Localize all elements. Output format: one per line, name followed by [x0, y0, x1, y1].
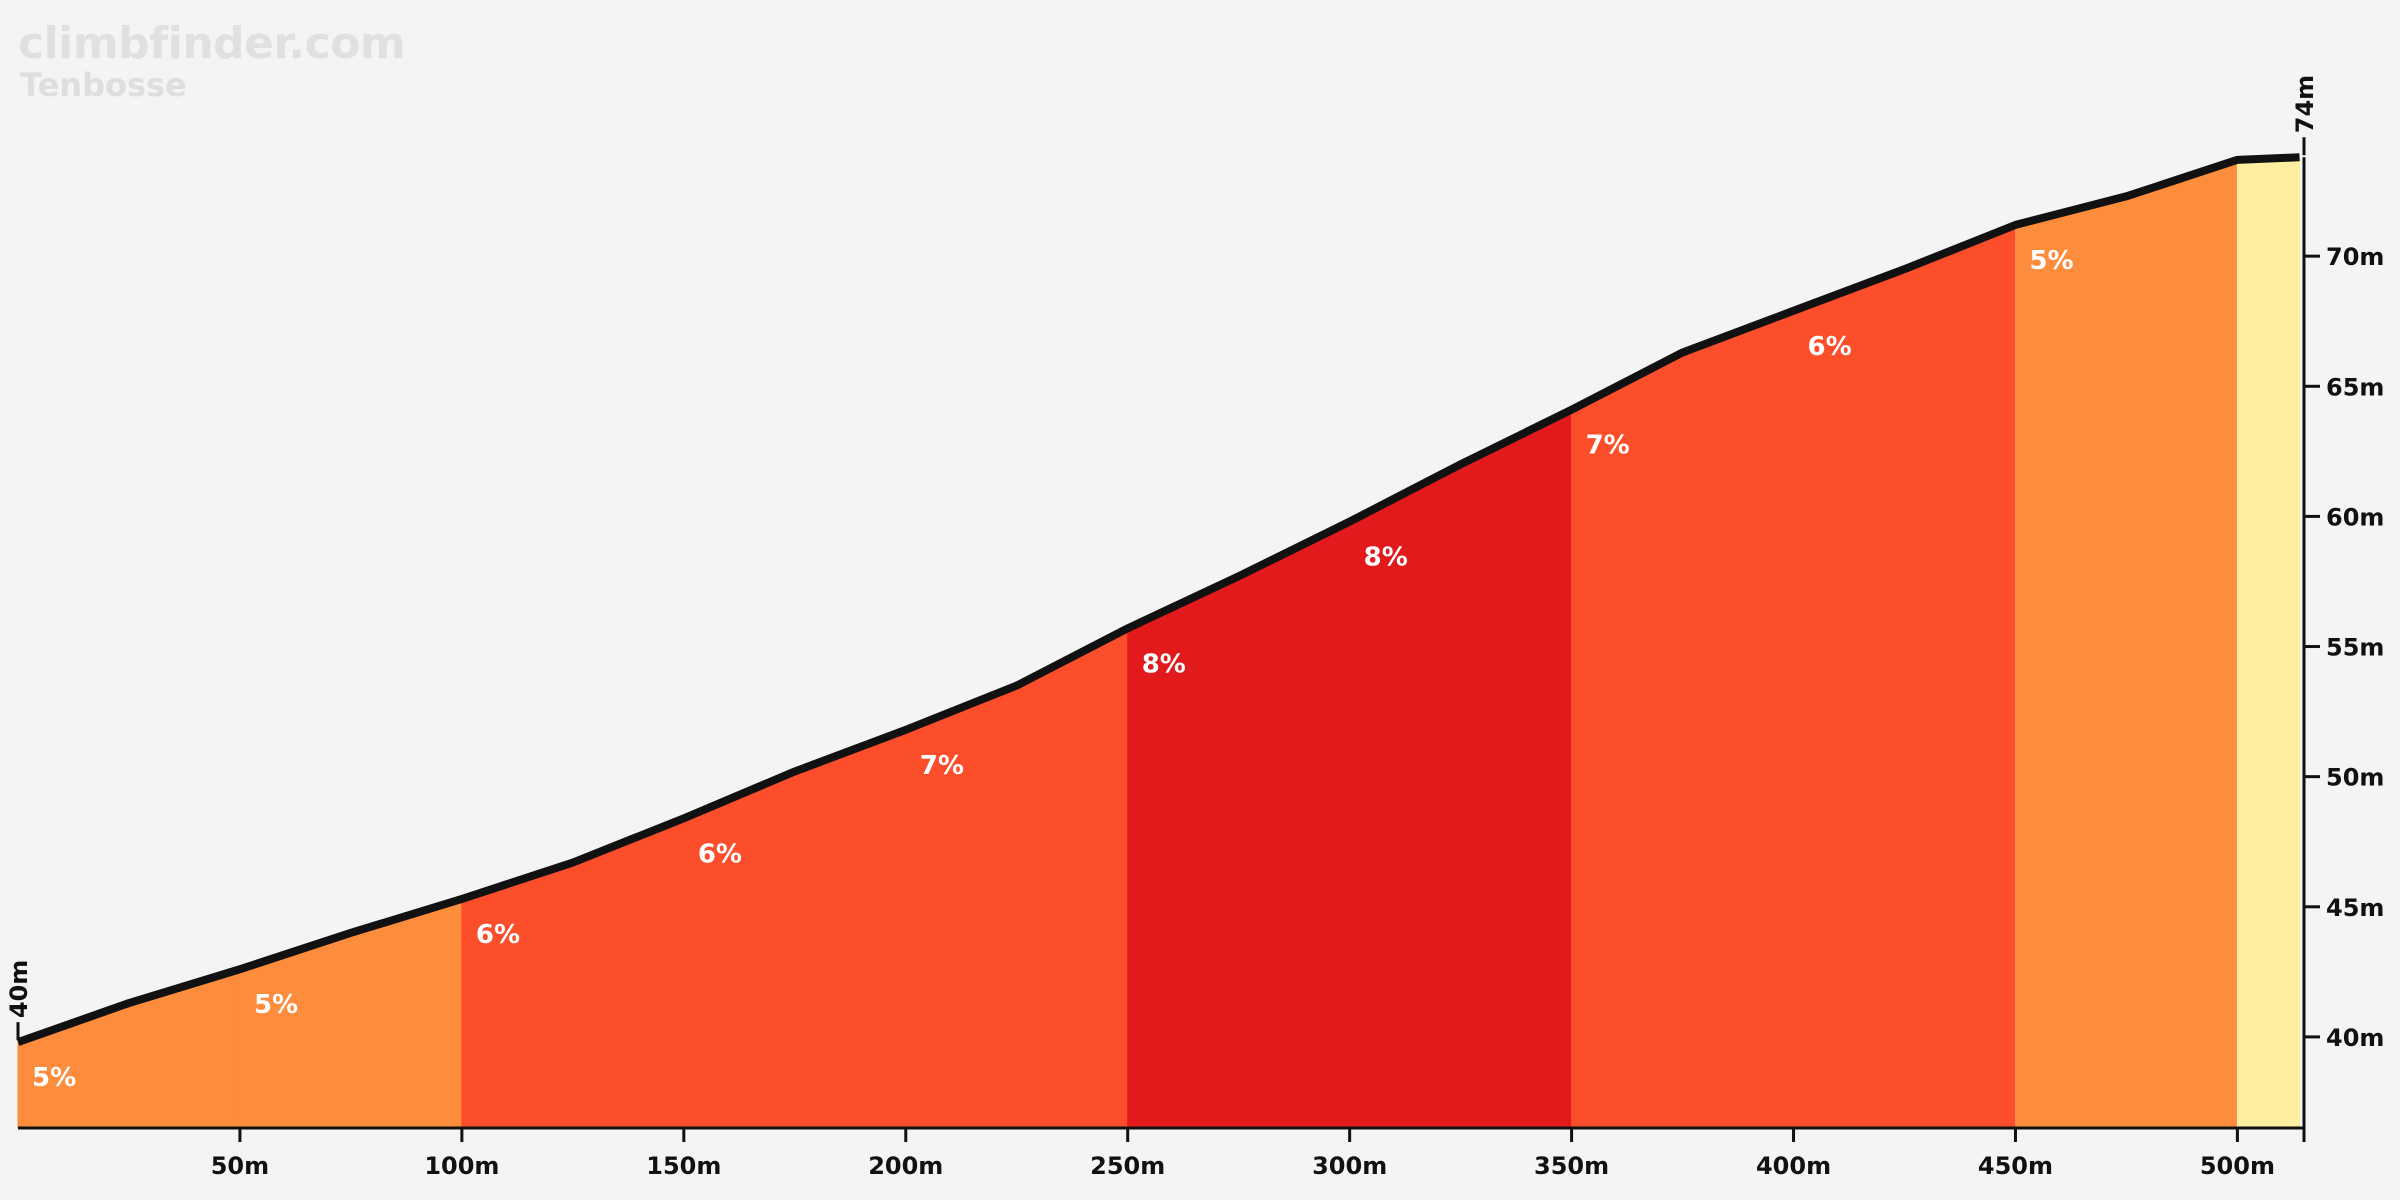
y-tick-label: 55m: [2326, 634, 2384, 662]
grade-label-4: 7%: [920, 751, 964, 781]
climb-name: Tenbosse: [20, 66, 187, 104]
y-axis: 40m 45m 50m 55m 60m 65m 70m: [2302, 157, 2384, 1128]
segment-fill-3: [683, 729, 907, 1129]
x-tick-label: 500m: [2200, 1152, 2275, 1180]
grade-labels: 5% 5% 6% 6% 7% 8% 8% 7% 6% 5%: [32, 246, 2074, 1093]
x-tick-label: 300m: [1312, 1152, 1387, 1180]
site-logo-text: climbfinder.com: [18, 18, 406, 69]
grade-label-8: 6%: [1808, 332, 1852, 362]
x-tick-label: 200m: [868, 1152, 943, 1180]
grade-label-5: 8%: [1142, 649, 1186, 679]
segment-fill-10: [2236, 156, 2301, 1129]
x-tick-label: 250m: [1090, 1152, 1165, 1180]
y-tick-label: 45m: [2326, 894, 2384, 922]
grade-label-9: 5%: [2029, 246, 2073, 276]
end-elevation-label: 74m: [2291, 75, 2319, 133]
segment-fills: [17, 156, 2301, 1129]
segment-fill-0: [17, 968, 241, 1129]
grade-label-2: 6%: [476, 920, 520, 950]
x-tick-label: 100m: [424, 1152, 499, 1180]
y-tick-label: 65m: [2326, 373, 2384, 401]
x-tick-label: 400m: [1756, 1152, 1831, 1180]
x-tick-label: 450m: [1978, 1152, 2053, 1180]
start-elevation-label: 40m: [5, 960, 33, 1018]
x-axis: 50m 100m 150m 200m 250m 300m 350m 400m 450m 500m: [18, 1116, 2306, 1180]
grade-label-7: 7%: [1586, 431, 1630, 461]
end-markers: 40m 74m: [5, 75, 2319, 1041]
x-tick-label: 150m: [646, 1152, 721, 1180]
grade-label-0: 5%: [32, 1063, 76, 1093]
segment-fill-4: [905, 627, 1129, 1129]
profile-outline: [16, 153, 2300, 1046]
y-tick-label: 40m: [2326, 1024, 2384, 1052]
x-tick-label: 350m: [1534, 1152, 1609, 1180]
y-tick-label: 70m: [2326, 243, 2384, 271]
grade-label-6: 8%: [1364, 543, 1408, 573]
grade-label-1: 5%: [254, 990, 298, 1020]
grade-label-3: 6%: [698, 839, 742, 869]
y-tick-label: 50m: [2326, 764, 2384, 792]
x-tick-label: 50m: [211, 1152, 269, 1180]
y-tick-label: 60m: [2326, 503, 2384, 531]
segment-fill-9: [2014, 159, 2238, 1129]
segment-fill-6: [1349, 408, 1573, 1129]
